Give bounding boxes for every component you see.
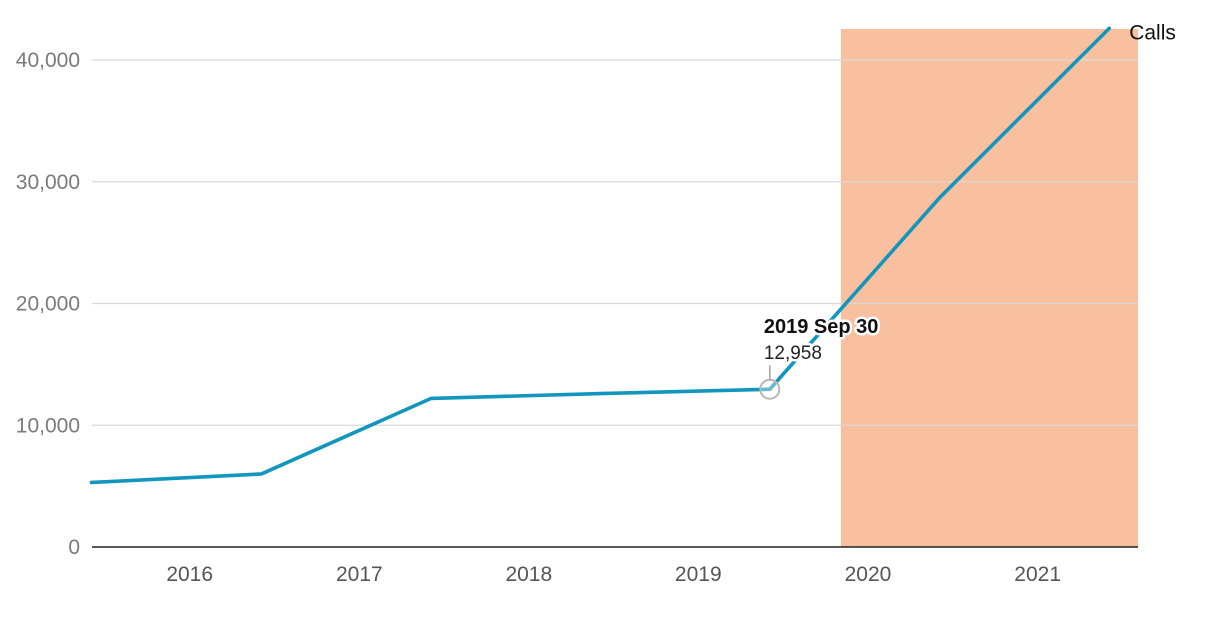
tooltip: 2019 Sep 30 12,958 (759, 314, 881, 400)
y-tick-label: 20,000 (16, 293, 80, 316)
x-tick-label: 2016 (166, 563, 213, 586)
tooltip-value: 12,958 (764, 343, 822, 364)
hover-point-marker (759, 378, 781, 400)
x-tick-label: 2017 (336, 563, 383, 586)
highlight-band (840, 29, 1138, 547)
gridlines (92, 59, 1138, 426)
highlight-band-layer (840, 29, 1138, 547)
series-label: Calls (1129, 21, 1176, 44)
tooltip-date: 2019 Sep 30 (764, 316, 879, 338)
x-tick-label: 2020 (845, 563, 892, 586)
x-tick-label: 2019 (675, 563, 722, 586)
y-tick-label: 0 (68, 536, 80, 559)
y-tick-label: 30,000 (16, 171, 80, 194)
series-layer: Calls (89, 21, 1176, 485)
y-tick-label: 10,000 (16, 414, 80, 437)
x-tick-label: 2021 (1014, 563, 1061, 586)
series-line-calls (89, 26, 1112, 485)
y-axis-tick-labels: 0 10,000 20,000 30,000 40,000 (16, 49, 80, 559)
x-tick-label: 2018 (505, 563, 552, 586)
x-axis-tick-labels: 2016 2017 2018 2019 2020 2021 (166, 563, 1061, 586)
y-tick-label: 40,000 (16, 49, 80, 72)
